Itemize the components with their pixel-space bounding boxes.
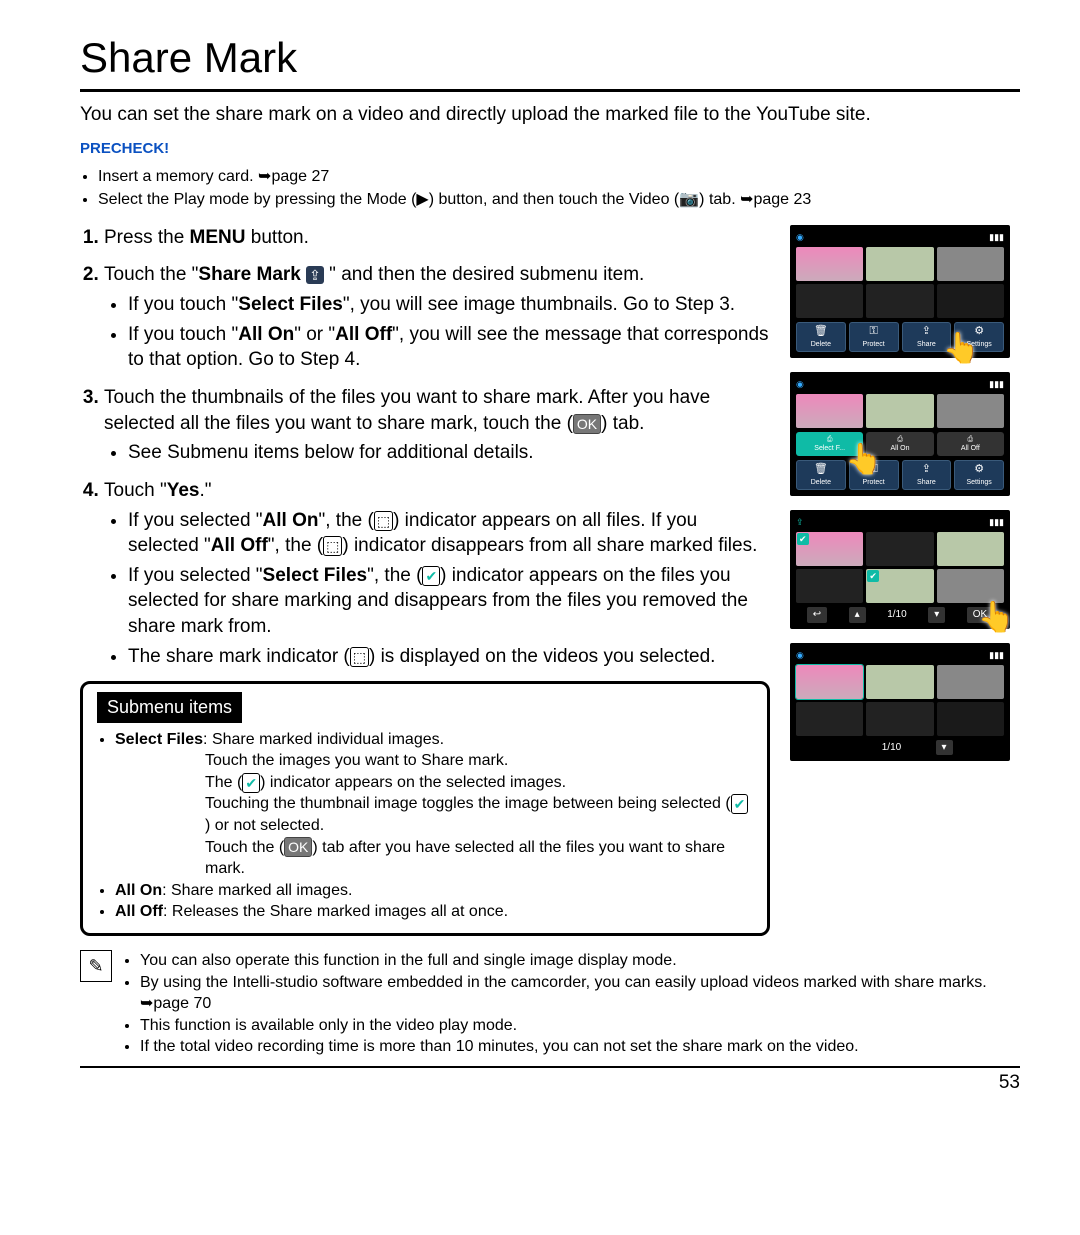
precheck-item: Insert a memory card. ➥page 27: [98, 166, 1020, 188]
indicator-icon: ⬚: [350, 647, 369, 667]
note-icon: ✎: [80, 950, 112, 982]
text: The (: [205, 774, 242, 791]
opt-alloff[interactable]: ⎙All Off: [937, 432, 1004, 456]
menu-share[interactable]: ⇪Share: [902, 322, 952, 352]
opt-allon[interactable]: ⎙All On: [866, 432, 933, 456]
text: " and then the desired submenu item.: [324, 264, 644, 285]
substep: If you selected "All On", the (⬚) indica…: [128, 508, 770, 559]
check-icon: ✔: [731, 794, 749, 814]
substep: If you selected "Select Files", the (✔) …: [128, 563, 770, 640]
text: If you selected ": [128, 565, 263, 586]
text: ", the (: [367, 565, 422, 586]
text: ) indicator disappears from all share ma…: [342, 535, 757, 556]
text: : Share marked all images.: [162, 882, 352, 899]
text-bold: All On: [263, 510, 319, 531]
page-counter: 1/10: [887, 608, 906, 622]
screenshot-2: ◉▮▮▮ ⎙Select F... ⎙All On ⎙All Off 🗑Dele…: [790, 372, 1010, 496]
notes-block: ✎ You can also operate this function in …: [80, 950, 1020, 1068]
text: If you selected ": [128, 510, 263, 531]
text: button.: [246, 227, 309, 248]
submenu-item: All On: Share marked all images.: [115, 880, 753, 902]
screenshot-4: ◉▮▮▮ 1/10 ▾: [790, 643, 1010, 762]
text: ) or not selected.: [205, 817, 324, 834]
text: Touch the images you want to Share mark.: [205, 750, 508, 772]
submenu-item: Select Files: Share marked individual im…: [115, 729, 753, 880]
note-item: If the total video recording time is mor…: [140, 1036, 1020, 1058]
page-counter: 1/10: [882, 741, 901, 755]
down-btn[interactable]: ▾: [936, 740, 953, 756]
text: If you touch ": [128, 294, 238, 315]
substep: The share mark indicator (⬚) is displaye…: [128, 644, 770, 670]
step-3: Touch the thumbnails of the files you wa…: [104, 385, 770, 466]
indicator-icon: ⬚: [374, 511, 393, 531]
menu-protect[interactable]: ⚿Protect: [849, 322, 899, 352]
text-bold: All On: [238, 324, 294, 345]
menu-delete[interactable]: 🗑Delete: [796, 322, 846, 352]
submenu-item: All Off: Releases the Share marked image…: [115, 901, 753, 923]
precheck-label: PRECHECK!: [80, 139, 1020, 159]
text: Touch the ": [104, 264, 198, 285]
ok-icon: OK: [284, 837, 312, 857]
text-bold: Share Mark: [198, 264, 300, 285]
text-bold: Select Files: [263, 565, 368, 586]
text: ", the (: [319, 510, 374, 531]
check-icon: ✔: [242, 773, 260, 793]
menu-settings[interactable]: ⚙Settings: [954, 322, 1004, 352]
ok-btn[interactable]: OK: [967, 607, 993, 623]
text-bold: All On: [115, 882, 162, 899]
text-bold: All Off: [211, 535, 268, 556]
text-bold: Yes: [167, 480, 200, 501]
text: ) is displayed on the videos you selecte…: [369, 646, 715, 667]
menu-protect[interactable]: ⚿Protect: [849, 460, 899, 490]
page-title: Share Mark: [80, 30, 1020, 92]
intro-text: You can set the share mark on a video an…: [80, 102, 1020, 128]
text: Touching the thumbnail image toggles the…: [205, 795, 731, 812]
text: " or ": [294, 324, 335, 345]
text-bold: All Off: [335, 324, 392, 345]
down-btn[interactable]: ▾: [928, 607, 945, 623]
indicator-icon: ⬚: [323, 536, 342, 556]
text-bold: All Off: [115, 903, 163, 920]
note-item: This function is available only in the v…: [140, 1015, 1020, 1037]
text: Touch the (: [205, 839, 284, 856]
step-1: Press the MENU button.: [104, 225, 770, 251]
text: ) tab.: [601, 413, 644, 434]
step-4: Touch "Yes." If you selected "All On", t…: [104, 478, 770, 669]
up-btn[interactable]: ▴: [849, 607, 866, 623]
submenu-box: Submenu items Select Files: Share marked…: [80, 681, 770, 936]
note-item: You can also operate this function in th…: [140, 950, 1020, 972]
menu-share[interactable]: ⇪Share: [902, 460, 952, 490]
precheck-block: PRECHECK! Insert a memory card. ➥page 27…: [80, 139, 1020, 210]
check-icon: ✔: [422, 566, 440, 586]
text-bold: Select Files: [238, 294, 343, 315]
substep: If you touch "Select Files", you will se…: [128, 292, 770, 318]
text-bold: Select Files: [115, 731, 203, 748]
precheck-item: Select the Play mode by pressing the Mod…: [98, 189, 1020, 211]
note-item: By using the Intelli-studio software emb…: [140, 972, 1020, 1015]
back-btn[interactable]: ↩: [807, 607, 827, 623]
text: Touch ": [104, 480, 167, 501]
text: : Share marked individual images.: [203, 731, 444, 748]
substep: See Submenu items below for additional d…: [128, 440, 770, 466]
text: The share mark indicator (: [128, 646, 350, 667]
text: ", you will see image thumbnails. Go to …: [343, 294, 735, 315]
screenshot-1: ◉▮▮▮ 🗑Delete ⚿Protect ⇪Share ⚙Settings 👆: [790, 225, 1010, 358]
text-bold: MENU: [190, 227, 246, 248]
text: If you touch ": [128, 324, 238, 345]
text: : Releases the Share marked images all a…: [163, 903, 508, 920]
menu-delete[interactable]: 🗑Delete: [796, 460, 846, 490]
screenshot-3: ⇪▮▮▮ ↩ ▴ 1/10 ▾ OK 👆: [790, 510, 1010, 629]
page-number: 53: [80, 1070, 1020, 1096]
text: .": [200, 480, 212, 501]
text: Press the: [104, 227, 190, 248]
submenu-title: Submenu items: [97, 692, 242, 722]
step-2: Touch the "Share Mark ⇪ " and then the d…: [104, 262, 770, 373]
opt-select[interactable]: ⎙Select F...: [796, 432, 863, 456]
substep: If you touch "All On" or "All Off", you …: [128, 322, 770, 373]
menu-settings[interactable]: ⚙Settings: [954, 460, 1004, 490]
text: ", the (: [268, 535, 323, 556]
share-mark-icon: ⇪: [306, 266, 324, 284]
text: ) indicator appears on the selected imag…: [260, 774, 566, 791]
ok-icon: OK: [573, 414, 601, 434]
